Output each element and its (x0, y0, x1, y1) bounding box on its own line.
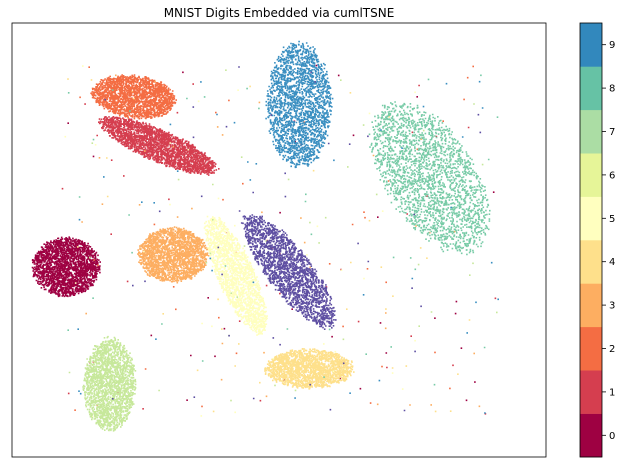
series-3 (81, 74, 481, 408)
colorbar-tick-label-9: 9 (609, 40, 615, 51)
series-1-points (61, 83, 497, 415)
colorbar-tick-label-7: 7 (609, 127, 615, 138)
series-1 (61, 83, 497, 415)
colorbar-tick-label-4: 4 (609, 257, 615, 268)
colorbar-segment-9 (580, 23, 602, 67)
colorbar: 0 1 2 3 4 5 6 7 8 9 (579, 22, 615, 458)
colorbar-segment-1 (580, 370, 602, 414)
colorbar-tick-label-2: 2 (609, 344, 615, 355)
colorbar-tick-label-5: 5 (609, 214, 615, 225)
series-2 (74, 65, 475, 411)
colorbar-segment-8 (580, 66, 602, 111)
series-2-points (74, 65, 475, 411)
colorbar-tick-label-3: 3 (609, 301, 615, 312)
colorbar-segment-5 (580, 196, 602, 241)
series-3-points (81, 74, 481, 408)
colorbar-segment-0 (580, 413, 602, 458)
colorbar-segment-7 (580, 109, 602, 154)
colorbar-segment-6 (580, 153, 602, 197)
colorbar-segment-2 (580, 326, 602, 371)
plot-frame (11, 22, 547, 458)
colorbar-tick-label-8: 8 (609, 84, 615, 95)
scatter-points (31, 40, 500, 432)
colorbar-segment-3 (580, 283, 602, 328)
colorbar-segment-4 (580, 240, 602, 284)
colorbar-tick-label-1: 1 (609, 387, 615, 398)
colorbar-frame (579, 22, 603, 458)
chart-title: MNIST Digits Embedded via cumlTSNE (164, 6, 395, 20)
colorbar-tick-label-0: 0 (609, 431, 615, 442)
colorbar-tick-label-6: 6 (609, 170, 615, 181)
